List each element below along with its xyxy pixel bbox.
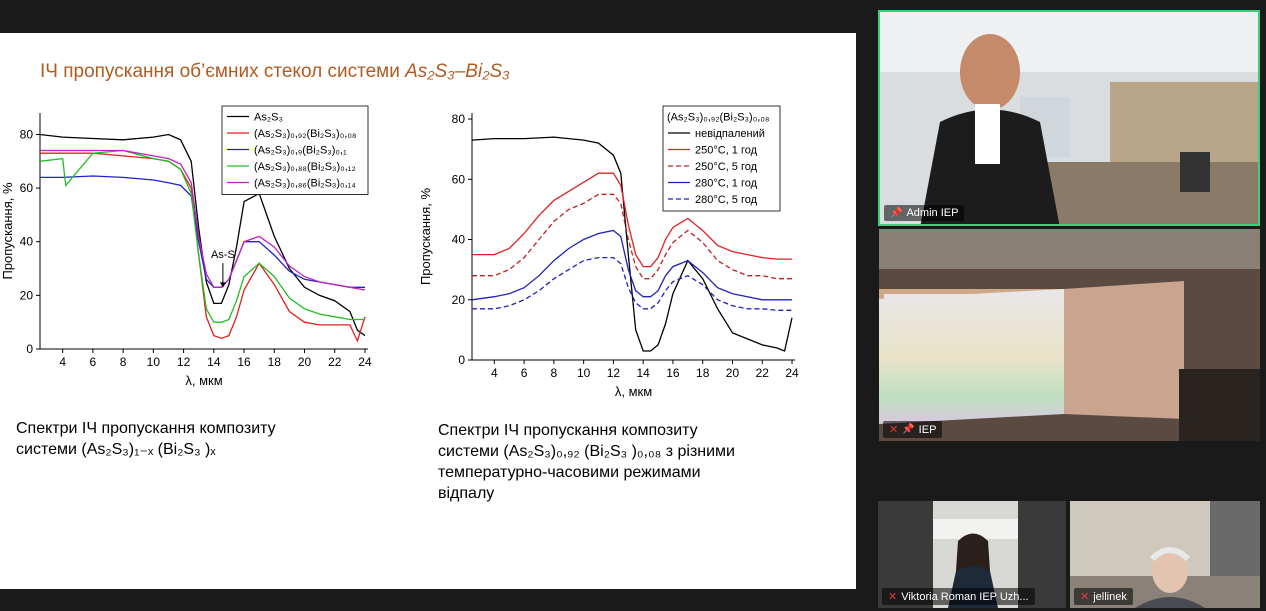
x-tick-label: 14 bbox=[636, 366, 650, 380]
legend-entry: As₂S₃ bbox=[254, 112, 283, 124]
x-tick-label: 6 bbox=[90, 355, 97, 369]
caption-right-line: Спектри ІЧ пропускання композиту bbox=[438, 422, 698, 439]
x-tick-label: 14 bbox=[207, 355, 221, 369]
series-line-1-4 bbox=[472, 256, 792, 311]
annotation-arrowhead bbox=[219, 282, 226, 288]
caption-left-line: Спектри ІЧ пропускання композиту bbox=[16, 420, 276, 437]
participant-tile-admin[interactable]: 📌 Admin IEP bbox=[878, 10, 1260, 226]
x-tick-label: 16 bbox=[237, 355, 251, 369]
participant-name: IEP bbox=[918, 423, 937, 436]
legend-entry: 280°C, 1 год bbox=[695, 178, 758, 190]
y-axis-label: Пропускання, % bbox=[0, 182, 15, 280]
x-tick-label: 8 bbox=[120, 355, 127, 369]
ir-chart-composition: 4 6 8 10 12 14 16 18 20 22 24 0 20 40 60 80 λ, мкм Пропус… bbox=[0, 105, 372, 388]
legend-entry: (As₂S₃)₀,₈₈(Bi₂S₃)₀,₁₂ bbox=[254, 161, 356, 173]
caption-right-line: системи (As₂S₃)₀,₉₂ (Bi₂S₃ )₀,₀₈ з різни… bbox=[438, 443, 735, 460]
participant-name: jellinek bbox=[1093, 590, 1127, 603]
x-tick-label: 10 bbox=[147, 355, 161, 369]
series-line-0-1 bbox=[40, 152, 366, 343]
participant-label: ✕ jellinek bbox=[1074, 588, 1133, 605]
x-tick-label: 12 bbox=[177, 355, 191, 369]
ir-chart-annealing: 4 6 8 10 12 14 16 18 20 22 24 0 20 40 60 80 λ, мкм Пропус… bbox=[418, 105, 799, 399]
x-tick-label: 6 bbox=[521, 366, 528, 380]
caption-left: Спектри ІЧ пропускання композиту системи… bbox=[16, 418, 346, 460]
legend-entry: 280°C, 5 год bbox=[695, 194, 758, 206]
x-axis-label: λ, мкм bbox=[185, 373, 222, 388]
series-line-1-3 bbox=[471, 229, 792, 301]
x-tick-label: 22 bbox=[756, 366, 770, 380]
y-axis-label: Пропускання, % bbox=[418, 188, 433, 286]
y-tick-label: 20 bbox=[20, 288, 34, 302]
x-tick-label: 8 bbox=[551, 366, 558, 380]
legend-box bbox=[662, 105, 781, 212]
y-tick-label: 40 bbox=[452, 233, 466, 247]
participant-label: ✕ Viktoria Roman IEP Uzh... bbox=[882, 588, 1035, 605]
mic-muted-icon: ✕ bbox=[1080, 591, 1090, 603]
y-tick-label: 20 bbox=[452, 293, 466, 307]
camera-feed-projector bbox=[879, 229, 1260, 441]
participant-name: Admin IEP bbox=[906, 207, 959, 219]
series-line-0-0 bbox=[39, 133, 366, 337]
y-tick-label: 0 bbox=[458, 353, 465, 367]
x-tick-label: 22 bbox=[328, 355, 342, 369]
slide-title: ІЧ пропускання об’ємних стекол системи A… bbox=[40, 61, 510, 83]
legend-entry: (As₂S₃)₀,₉(Bi₂S₃)₀,₁ bbox=[254, 145, 347, 157]
mic-muted-icon: ✕ bbox=[889, 424, 899, 436]
x-tick-label: 16 bbox=[666, 366, 680, 380]
legend-entry: (As₂S₃)₀,₈₆(Bi₂S₃)₀,₁₄ bbox=[254, 178, 356, 190]
participant-tile-jellinek[interactable]: ✕ jellinek bbox=[1070, 501, 1260, 608]
x-tick-label: 10 bbox=[577, 366, 591, 380]
participant-tile-viktoria[interactable]: ✕ Viktoria Roman IEP Uzh... bbox=[878, 501, 1066, 608]
y-tick-label: 80 bbox=[452, 112, 466, 126]
annotation-label: As-S bbox=[211, 249, 235, 261]
slide-title-text: ІЧ пропускання об’ємних стекол системи bbox=[40, 61, 406, 82]
camera-feed-conference-room bbox=[880, 12, 1258, 224]
series-line-1-2 bbox=[472, 193, 792, 280]
y-tick-label: 40 bbox=[20, 235, 34, 249]
pin-icon: 📌 bbox=[902, 424, 915, 435]
participant-name: Viktoria Roman IEP Uzh... bbox=[901, 590, 1029, 603]
mic-muted-icon: ✕ bbox=[888, 591, 898, 603]
pin-icon: 📌 bbox=[890, 207, 903, 219]
caption-left-line: системи (As₂S₃)₁₋ₓ (Bi₂S₃ )ₓ bbox=[16, 441, 216, 458]
participant-label: 📌 Admin IEP bbox=[884, 205, 965, 221]
series-line-1-0 bbox=[471, 136, 793, 352]
x-tick-label: 20 bbox=[298, 355, 312, 369]
legend-box bbox=[221, 105, 369, 195]
legend-entry: невідпалений bbox=[695, 128, 765, 140]
x-tick-label: 18 bbox=[268, 355, 282, 369]
x-tick-label: 24 bbox=[358, 355, 372, 369]
y-tick-label: 60 bbox=[452, 172, 466, 186]
y-tick-label: 0 bbox=[26, 342, 33, 356]
legend-entry: (As₂S₃)₀,₉₂(Bi₂S₃)₀,₀₈ bbox=[254, 128, 356, 140]
x-tick-label: 12 bbox=[607, 366, 621, 380]
x-tick-label: 4 bbox=[59, 355, 66, 369]
y-tick-label: 60 bbox=[20, 181, 34, 195]
series-line-0-4 bbox=[40, 149, 366, 291]
series-line-1-1 bbox=[472, 172, 792, 268]
x-tick-label: 24 bbox=[785, 366, 799, 380]
legend-entry: 250°C, 5 год bbox=[695, 161, 758, 173]
participant-label: ✕ 📌 IEP bbox=[883, 421, 943, 438]
slide-title-formula: As₂S₃–Bi₂S₃ bbox=[405, 61, 510, 82]
x-axis-label: λ, мкм bbox=[615, 384, 652, 399]
x-tick-label: 18 bbox=[696, 366, 710, 380]
x-tick-label: 20 bbox=[726, 366, 740, 380]
y-tick-label: 80 bbox=[20, 127, 34, 141]
caption-right-line: відпалу bbox=[438, 485, 495, 502]
legend-title: (As₂S₃)₀,₉₂(Bi₂S₃)₀,₀₈ bbox=[667, 112, 769, 124]
legend-entry: 250°C, 1 год bbox=[695, 145, 758, 157]
x-tick-label: 4 bbox=[491, 366, 498, 380]
shared-slide: ІЧ пропускання об’ємних стекол системи A… bbox=[0, 33, 856, 589]
participant-tile-iep[interactable]: ✕ 📌 IEP bbox=[879, 229, 1260, 441]
caption-right-line: температурно-часовими режимами bbox=[438, 464, 701, 481]
caption-right: Спектри ІЧ пропускання композиту системи… bbox=[438, 420, 818, 504]
